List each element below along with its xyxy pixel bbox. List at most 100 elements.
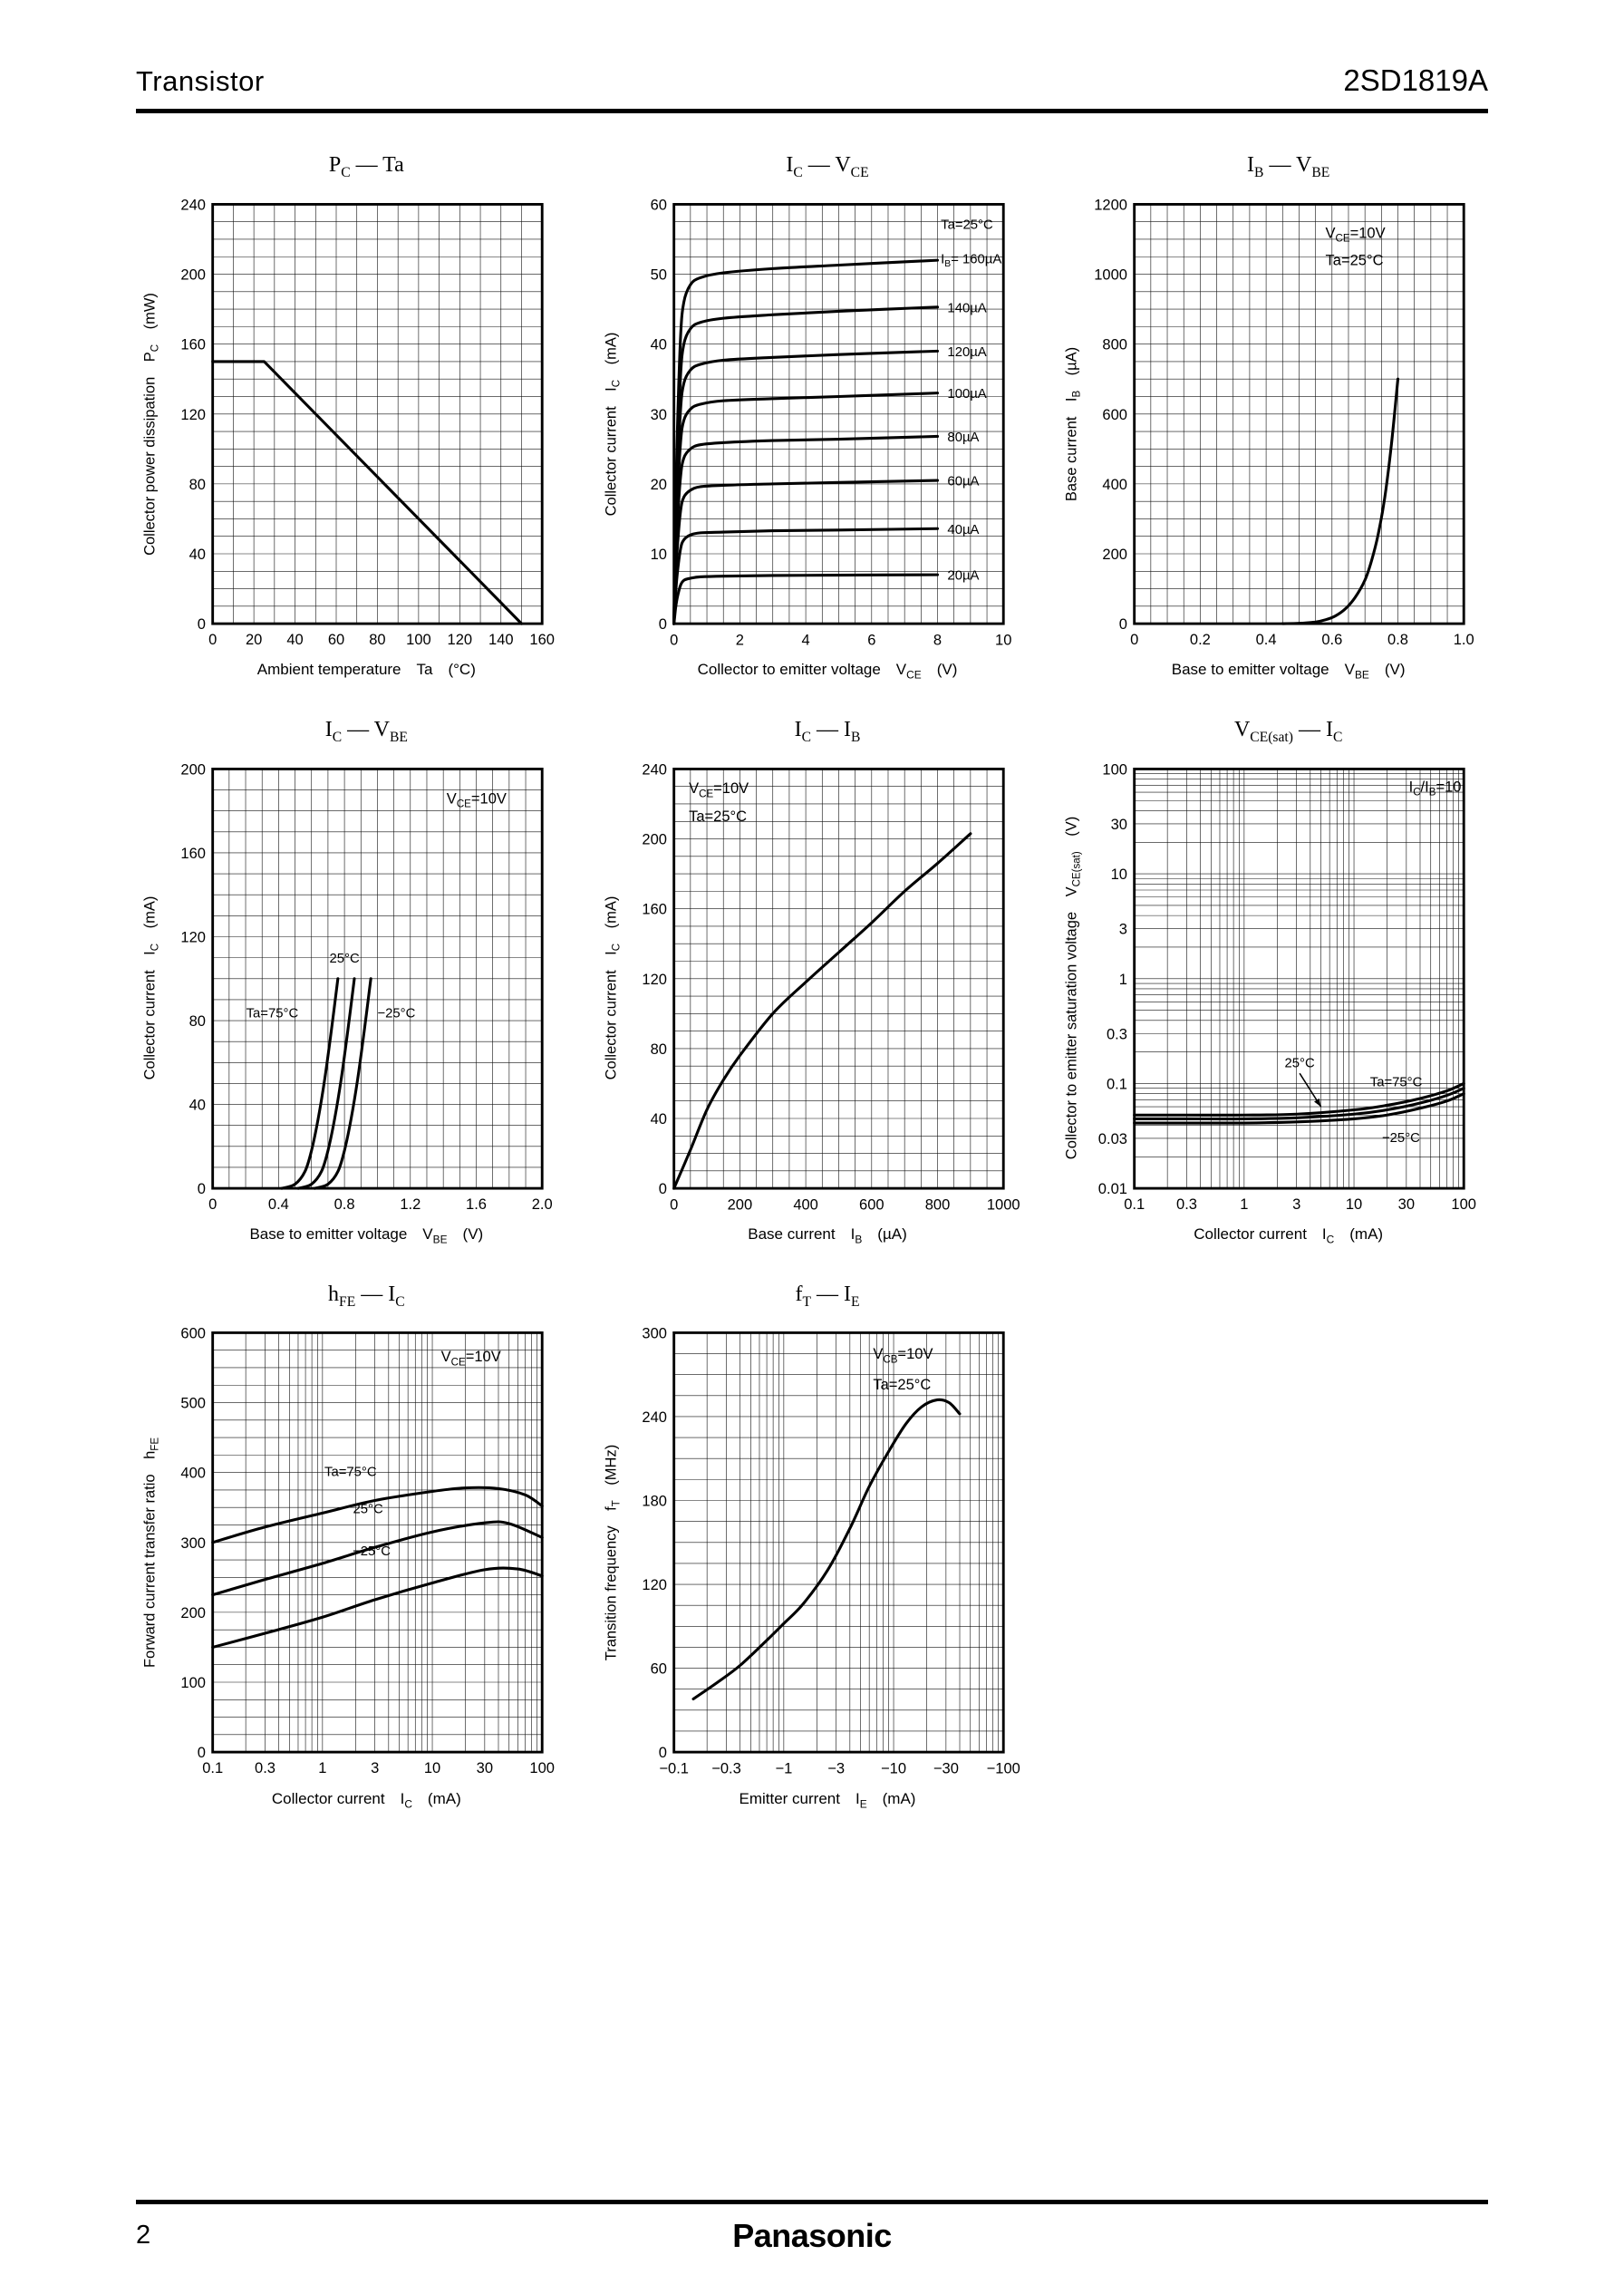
annotation: 20µA xyxy=(947,568,979,583)
plot-frame xyxy=(211,767,544,1190)
x-tick-label: 10 xyxy=(995,631,1011,648)
chart-ib-vbe: IB — VBE Base current IB (µA) 0 0.2 0.4 0.6 0.… xyxy=(1058,153,1488,682)
series-fT xyxy=(691,1399,962,1701)
plot-frame xyxy=(672,202,1005,625)
y-tick-label: 200 xyxy=(180,760,206,778)
chart-plot-vcesat-ic: 0.1 0.3 1 3 10 30 100 0.01 0.03 0.1 0.3 1 3 10 30 100 IC… xyxy=(1098,760,1477,1213)
series-Ta=75C xyxy=(1133,1081,1466,1117)
y-tick-label: 160 xyxy=(642,900,667,917)
y-axis-label: Collector current IC (mA) xyxy=(603,332,623,516)
charts-grid: PC — Ta Collector power dissipation PC (m… xyxy=(136,153,1488,1810)
annotation: 40µA xyxy=(947,523,979,537)
x-axis-label: Base to emitter voltage VBE (V) xyxy=(1171,661,1406,682)
annotation: Ta=75°C xyxy=(324,1466,377,1480)
chart-plot-ib-vbe: 0 0.2 0.4 0.6 0.8 1.0 0 200 400 600 800 1000 1200 VCE… xyxy=(1095,196,1474,648)
y-tick-label: 60 xyxy=(650,196,666,213)
annotation: VCE=10V xyxy=(689,779,749,799)
annotation: VCE=10V xyxy=(1326,224,1386,244)
x-tick-label: 10 xyxy=(424,1760,440,1777)
annotation: 120µA xyxy=(947,345,986,360)
x-tick-label: −0.1 xyxy=(659,1760,689,1777)
x-tick-label: −3 xyxy=(827,1760,845,1777)
chart-title-ic-vce: IC — VCE xyxy=(786,153,869,180)
x-tick-label: 200 xyxy=(727,1195,752,1213)
x-tick-label: 0.3 xyxy=(1176,1195,1197,1213)
y-tick-label: 240 xyxy=(642,1408,667,1426)
x-tick-label: 0 xyxy=(208,631,217,648)
y-tick-label: 600 xyxy=(180,1325,206,1342)
chart-plot-ic-ib: 0 200 400 600 800 1000 0 40 80 120 160 200 240 VCE=10… xyxy=(642,760,1020,1213)
x-tick-label: −1 xyxy=(775,1760,792,1777)
x-tick-label: 0 xyxy=(670,631,678,648)
y-tick-label: 300 xyxy=(642,1325,667,1342)
series-Ic xyxy=(672,831,972,1190)
chart-pc-ta: PC — Ta Collector power dissipation PC (m… xyxy=(136,153,566,682)
annotation: 60µA xyxy=(947,474,979,489)
series-Ta=25C xyxy=(1133,1086,1466,1120)
y-tick-label: 10 xyxy=(650,546,666,563)
y-axis-label: Transition frequency fT (MHz) xyxy=(603,1444,623,1661)
annotation: 100µA xyxy=(947,387,986,402)
series-IB=20uA xyxy=(672,573,939,625)
x-tick-label: 30 xyxy=(477,1760,493,1777)
annotation-arrowhead xyxy=(1314,1098,1321,1107)
y-tick-label: 120 xyxy=(642,970,667,987)
series-IB xyxy=(1281,377,1400,625)
series-Ta=25C xyxy=(211,1520,544,1597)
annotation: Ta=75°C xyxy=(246,1006,299,1021)
annotation: 140µA xyxy=(947,301,986,315)
y-tick-label: 0.03 xyxy=(1098,1130,1127,1147)
x-tick-label: 100 xyxy=(529,1760,555,1777)
x-tick-label: 3 xyxy=(371,1760,379,1777)
x-tick-label: 0.8 xyxy=(1387,631,1408,648)
y-tick-label: 0 xyxy=(658,1745,666,1762)
y-tick-label: 0 xyxy=(658,615,666,633)
y-tick-label: 1 xyxy=(1119,970,1127,987)
y-tick-label: 40 xyxy=(189,546,206,563)
chart-plot-pc-ta: 0 20 40 60 80 100 120 140 160 0 40 80 120 160 200 240 xyxy=(180,196,555,648)
x-tick-label: 0.2 xyxy=(1190,631,1211,648)
y-tick-label: 200 xyxy=(180,266,206,283)
chart-title-pc-ta: PC — Ta xyxy=(328,153,404,180)
y-axis-label: Base current IB (µA) xyxy=(1063,346,1083,501)
y-tick-label: 20 xyxy=(650,476,666,493)
x-tick-label: 0.6 xyxy=(1322,631,1343,648)
y-tick-label: 40 xyxy=(189,1096,206,1113)
y-tick-label: 200 xyxy=(1103,546,1128,563)
y-tick-label: 0 xyxy=(198,615,206,633)
x-tick-label: 100 xyxy=(406,631,431,648)
y-tick-label: 30 xyxy=(1111,816,1127,833)
chart-plot-ic-vce: 0 2 4 6 8 10 0 10 20 30 40 50 60 Ta=25°C IB= 160µA 140µ… xyxy=(650,196,1011,648)
x-tick-label: 4 xyxy=(801,631,809,648)
annotation: Ta=25°C xyxy=(873,1376,931,1393)
y-tick-label: 240 xyxy=(180,196,206,213)
y-tick-label: 400 xyxy=(180,1465,206,1482)
x-tick-label: 100 xyxy=(1452,1195,1477,1213)
series-Ta=75C xyxy=(211,1486,544,1544)
y-tick-label: 400 xyxy=(1103,476,1128,493)
y-tick-label: 10 xyxy=(1111,866,1127,883)
y-tick-label: 240 xyxy=(642,760,667,778)
x-tick-label: 0.4 xyxy=(268,1195,289,1213)
y-axis-label: Forward current transfer ratio hFE xyxy=(141,1437,161,1669)
series-Ta=-25C xyxy=(211,1566,544,1650)
x-axis-label: Emitter current IE (mA) xyxy=(739,1789,916,1811)
y-tick-label: 180 xyxy=(642,1493,667,1510)
chart-title-ft-ie: fT — IE xyxy=(795,1282,860,1310)
x-tick-label: −10 xyxy=(881,1760,906,1777)
annotation: VCE=10V xyxy=(447,789,507,809)
x-tick-label: 0.1 xyxy=(202,1760,223,1777)
y-tick-label: 100 xyxy=(180,1674,206,1691)
annotation: −25°C xyxy=(377,1006,415,1021)
y-tick-label: 60 xyxy=(650,1660,666,1678)
y-axis-label: Collector to emitter saturation voltage … xyxy=(1063,817,1083,1160)
x-tick-label: 20 xyxy=(246,631,262,648)
y-tick-label: 3 xyxy=(1119,920,1127,937)
x-axis-label: Ambient temperature Ta (°C) xyxy=(256,661,476,679)
x-tick-label: 400 xyxy=(793,1195,818,1213)
annotation: IC/IB=10 xyxy=(1409,778,1462,798)
annotation: Ta=75°C xyxy=(1370,1075,1423,1089)
y-tick-label: 1000 xyxy=(1095,266,1128,283)
x-axis-label: Collector current IC (mA) xyxy=(1194,1225,1384,1246)
